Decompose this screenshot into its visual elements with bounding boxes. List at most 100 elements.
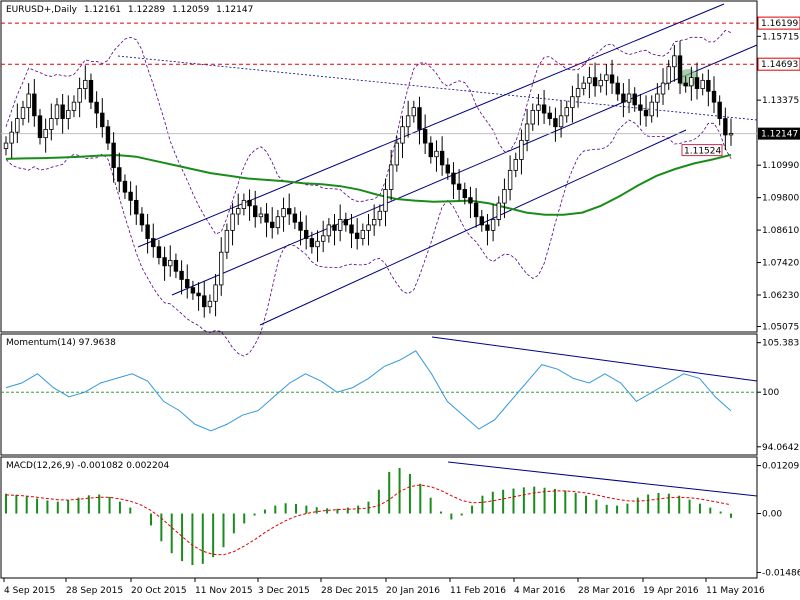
candle xyxy=(604,64,609,96)
candle xyxy=(241,193,247,216)
candle xyxy=(49,103,54,141)
candle xyxy=(173,253,179,279)
macd-signal-line xyxy=(5,484,732,556)
candle xyxy=(100,98,105,138)
candle xyxy=(134,185,139,225)
candle xyxy=(128,181,133,216)
candle xyxy=(179,260,184,295)
candle xyxy=(456,169,462,201)
macd-trend-line xyxy=(447,461,758,497)
price-tick-label: 1.10990 xyxy=(762,161,799,171)
candle xyxy=(156,239,162,265)
date-tick-label: 28 Sep 2015 xyxy=(66,586,123,596)
resistance-levels xyxy=(1,22,757,65)
trend-channel xyxy=(117,3,758,326)
channel-lower-line xyxy=(259,129,687,326)
price-tick-label: 1.09800 xyxy=(762,194,799,204)
date-tick-label: 19 Apr 2016 xyxy=(643,586,699,596)
price-axis: 1.15715 1.13375 1.10990 1.09800 1.08610 1.074… xyxy=(757,16,800,333)
candle xyxy=(258,207,264,224)
candle xyxy=(66,95,71,130)
candle xyxy=(360,223,366,246)
main-panel-frame xyxy=(0,0,758,333)
date-tick-label: 11 May 2016 xyxy=(706,586,765,596)
candle xyxy=(32,79,37,127)
candle xyxy=(145,214,150,254)
current-price-label: 1.12147 xyxy=(761,130,798,140)
candle xyxy=(349,214,354,249)
candle xyxy=(105,119,111,150)
candle xyxy=(168,245,173,277)
candle xyxy=(371,204,377,236)
candlestick-series xyxy=(3,40,734,318)
candle xyxy=(445,158,450,180)
date-tick-label: 4 Sep 2015 xyxy=(4,586,55,596)
candle xyxy=(530,103,535,131)
candle xyxy=(592,62,598,97)
date-tick-label: 20 Oct 2015 xyxy=(131,586,187,596)
price-tick-label: 1.06230 xyxy=(762,291,799,301)
candle xyxy=(672,44,677,82)
candle xyxy=(547,106,552,126)
candle xyxy=(287,193,292,225)
candle xyxy=(9,121,14,159)
bollinger-lower-band xyxy=(5,119,732,357)
candle xyxy=(524,109,530,152)
candle xyxy=(54,98,60,126)
bollinger-upper-band xyxy=(5,30,732,235)
momentum-title: Momentum(14) 97.9638 xyxy=(6,338,116,348)
candle xyxy=(513,152,518,178)
candle xyxy=(649,95,654,123)
candle xyxy=(553,107,558,142)
channel-middle-line xyxy=(171,44,758,296)
candle xyxy=(94,91,99,129)
candle xyxy=(43,118,48,153)
chart-header: EURUSD+,Daily 1.12161 1.12289 1.12059 1.… xyxy=(6,5,253,15)
candle xyxy=(479,209,484,232)
candle xyxy=(660,68,666,105)
candle xyxy=(575,73,581,108)
candle xyxy=(711,76,717,114)
candle xyxy=(230,203,235,246)
candle xyxy=(383,178,388,227)
candle xyxy=(434,140,439,172)
candle xyxy=(700,73,705,96)
candle xyxy=(71,95,77,118)
candle xyxy=(422,114,428,154)
candle xyxy=(315,230,320,262)
candle xyxy=(507,155,513,201)
candle xyxy=(643,95,649,127)
candle xyxy=(417,96,422,145)
candle xyxy=(394,136,400,172)
candle xyxy=(490,204,496,242)
candle xyxy=(502,178,507,219)
date-tick-label: 3 Dec 2015 xyxy=(258,586,310,596)
ma-value-label: 1.11524 xyxy=(684,147,721,157)
candle xyxy=(581,76,586,96)
date-tick-label: 28 Dec 2015 xyxy=(321,586,379,596)
candle xyxy=(621,83,626,118)
candle xyxy=(541,89,547,124)
channel-upper-line xyxy=(137,3,725,248)
candle xyxy=(343,212,349,232)
candle xyxy=(60,94,65,134)
candle xyxy=(236,193,241,225)
level-value-label: 1.14693 xyxy=(761,60,798,70)
date-tick-label: 11 Nov 2015 xyxy=(195,586,253,596)
candle xyxy=(632,87,637,112)
candle xyxy=(207,294,213,314)
candle xyxy=(122,174,128,199)
candle xyxy=(26,83,31,123)
candle xyxy=(20,100,26,126)
macd-title: MACD(12,26,9) -0.001082 0.002204 xyxy=(6,461,169,471)
candle xyxy=(190,280,196,300)
macd-tick-label: 0.01209 xyxy=(762,462,799,472)
moving-average-line xyxy=(5,153,732,216)
candle xyxy=(615,76,620,101)
price-tick-label: 1.07420 xyxy=(762,259,799,269)
candle xyxy=(326,218,332,243)
candle xyxy=(224,223,230,259)
